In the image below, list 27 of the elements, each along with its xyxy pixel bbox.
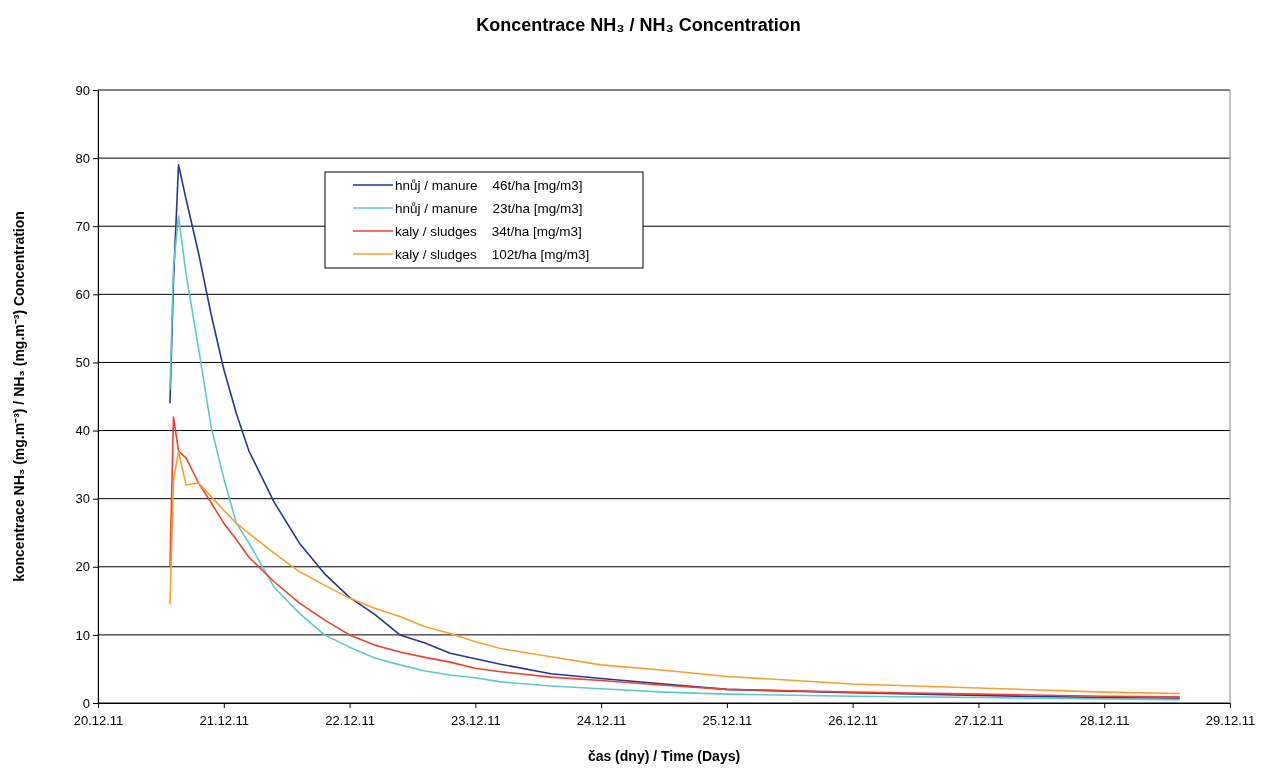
legend-label: kaly / sludges 34t/ha [mg/m3] <box>395 224 582 239</box>
y-tick-label: 90 <box>75 82 90 98</box>
y-tick-label: 70 <box>75 218 90 234</box>
x-tick-label: 21.12.11 <box>199 713 250 729</box>
legend-label: hnůj / manure 46t/ha [mg/m3] <box>395 178 583 193</box>
chart-title: Koncentrace NH₃ / NH₃ Concentration <box>476 15 801 35</box>
x-tick-label: 23.12.11 <box>451 713 501 729</box>
y-axis-title: koncentrace NH₃ (mg.m⁻³) / NH₃ (mg.m⁻³) Concentration <box>11 211 27 582</box>
x-tick-label: 20.12.11 <box>73 713 124 729</box>
y-tick-label: 60 <box>75 286 90 302</box>
x-axis-title: čas (dny) / Time (Days) <box>587 748 741 764</box>
x-tick-label: 28.12.11 <box>1079 713 1130 729</box>
x-tick-label: 26.12.11 <box>828 713 878 729</box>
x-tick-label: 22.12.11 <box>325 713 375 729</box>
y-tick-label: 30 <box>75 491 90 507</box>
y-tick-label: 0 <box>82 695 90 711</box>
y-tick-label: 80 <box>75 150 90 166</box>
y-tick-label: 50 <box>75 355 90 371</box>
y-tick-label: 10 <box>75 627 90 643</box>
x-tick-label: 27.12.11 <box>954 713 1004 729</box>
legend-label: hnůj / manure 23t/ha [mg/m3] <box>395 201 583 216</box>
x-tick-label: 25.12.11 <box>702 713 753 729</box>
x-tick-label: 29.12.11 <box>1205 713 1256 729</box>
legend-label: kaly / sludges 102t/ha [mg/m3] <box>395 247 590 262</box>
x-tick-label: 24.12.11 <box>576 713 627 729</box>
y-tick-label: 20 <box>75 559 90 575</box>
y-tick-label: 40 <box>75 423 90 439</box>
